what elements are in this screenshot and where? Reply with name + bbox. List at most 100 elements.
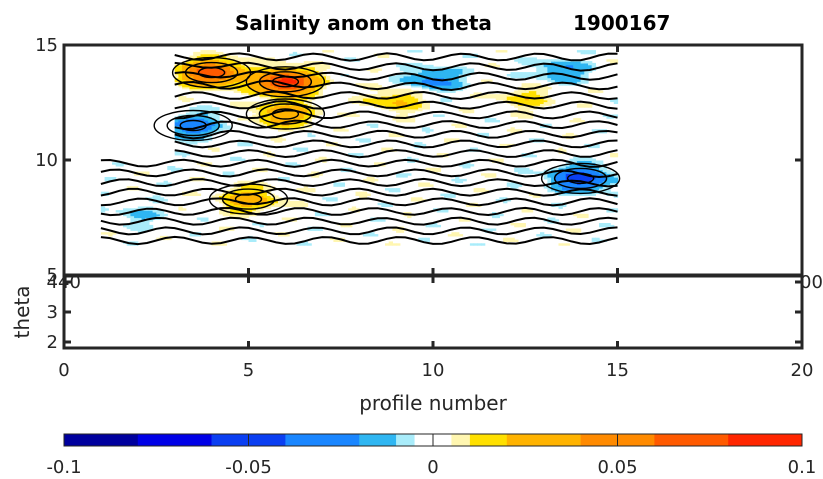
contour-cell xyxy=(204,64,209,68)
contour-cell xyxy=(248,88,253,92)
contour-cell xyxy=(237,88,242,92)
contour-cell xyxy=(436,70,441,73)
contour-cell xyxy=(300,70,305,73)
contour-cell xyxy=(469,204,475,207)
contour-cell xyxy=(351,114,357,117)
contour-cell xyxy=(613,154,619,158)
contour-cell xyxy=(204,219,209,222)
contour-cell xyxy=(584,178,589,182)
contour-cell xyxy=(418,108,423,112)
contour-cell xyxy=(130,217,135,220)
contour-cell xyxy=(200,61,205,64)
contour-cell xyxy=(292,88,298,92)
contour-cell xyxy=(156,215,161,219)
contour-cell xyxy=(440,83,445,86)
contour-cell xyxy=(193,142,198,145)
contour-cell xyxy=(573,74,578,77)
contour-cell xyxy=(303,118,309,121)
contour-cell xyxy=(274,72,279,75)
contour-cell xyxy=(495,158,500,161)
contour-cell xyxy=(403,66,408,69)
contour-cell xyxy=(543,86,548,90)
contour-cell xyxy=(532,72,537,75)
contour-cell xyxy=(196,68,202,71)
contour-cell xyxy=(403,118,408,121)
contour-cell xyxy=(610,178,615,182)
contour-cell xyxy=(444,193,449,196)
contour-cell xyxy=(588,70,593,73)
contour-cell xyxy=(244,74,250,77)
contour-cell xyxy=(303,114,309,117)
contour-cell xyxy=(606,210,611,213)
contour-cell xyxy=(451,70,456,73)
contour-cell xyxy=(613,99,619,103)
contour-cell xyxy=(233,158,238,161)
contour-cell xyxy=(447,90,453,93)
contour-cell xyxy=(599,186,604,189)
contour-cell xyxy=(562,175,567,178)
contour-cell xyxy=(414,50,419,53)
contour-cell xyxy=(595,180,600,184)
contour-cell xyxy=(204,140,209,143)
contour-cell xyxy=(241,101,246,104)
contour-cell xyxy=(108,232,113,235)
contour-cell xyxy=(285,94,290,97)
contour-cell xyxy=(263,105,268,108)
contour-cell xyxy=(252,186,257,189)
contour-cell xyxy=(591,64,596,68)
contour-cell xyxy=(554,188,560,191)
contour-cell xyxy=(174,68,179,71)
contour-cell xyxy=(462,81,467,84)
contour-cell xyxy=(418,81,423,84)
contour-cell xyxy=(230,156,235,160)
contour-cell xyxy=(410,50,416,53)
contour-cell xyxy=(584,215,589,219)
contour-cell xyxy=(473,188,478,191)
contour-cell xyxy=(204,68,209,71)
contour-cell xyxy=(392,243,397,246)
contour-cell xyxy=(244,191,250,195)
contour-cell xyxy=(455,123,460,127)
contour-cell xyxy=(392,81,397,84)
contour-cell xyxy=(536,61,541,64)
contour-cell xyxy=(200,64,205,68)
contour-cell xyxy=(576,184,582,187)
contour-cell xyxy=(447,70,453,73)
contour-cell xyxy=(230,210,235,213)
contour-cell xyxy=(300,81,305,84)
contour-cell xyxy=(613,208,619,211)
contour-cell xyxy=(278,202,283,206)
contour-cell xyxy=(521,210,526,213)
contour-cell xyxy=(207,53,213,57)
contour-cell xyxy=(252,189,257,193)
contour-cell xyxy=(296,97,301,101)
contour-cell xyxy=(517,90,523,93)
contour-cell xyxy=(226,193,231,196)
contour-cell xyxy=(211,83,216,86)
contour-cell xyxy=(233,79,238,82)
anomaly-contour xyxy=(258,71,313,93)
contour-cell xyxy=(377,99,382,103)
contour-cell xyxy=(525,83,530,86)
contour-cell xyxy=(255,206,261,209)
contour-cell xyxy=(536,103,541,106)
contour-cell xyxy=(189,86,194,90)
contour-cell xyxy=(204,55,209,58)
contour-cell xyxy=(159,197,165,200)
contour-cell xyxy=(584,169,589,173)
contour-cell xyxy=(558,66,563,69)
contour-cell xyxy=(610,171,615,174)
contour-cell xyxy=(318,66,323,69)
contour-cell xyxy=(189,88,194,92)
contour-cell xyxy=(418,75,423,79)
contour-cell xyxy=(274,118,279,121)
contour-cell xyxy=(230,88,235,92)
contour-cell xyxy=(525,208,530,211)
contour-cell xyxy=(385,105,390,108)
contour-cell xyxy=(429,70,434,73)
contour-cell xyxy=(576,62,582,66)
contour-cell xyxy=(558,177,563,180)
contour-cell xyxy=(565,132,571,136)
contour-cell xyxy=(433,114,438,117)
contour-cell xyxy=(285,107,290,110)
